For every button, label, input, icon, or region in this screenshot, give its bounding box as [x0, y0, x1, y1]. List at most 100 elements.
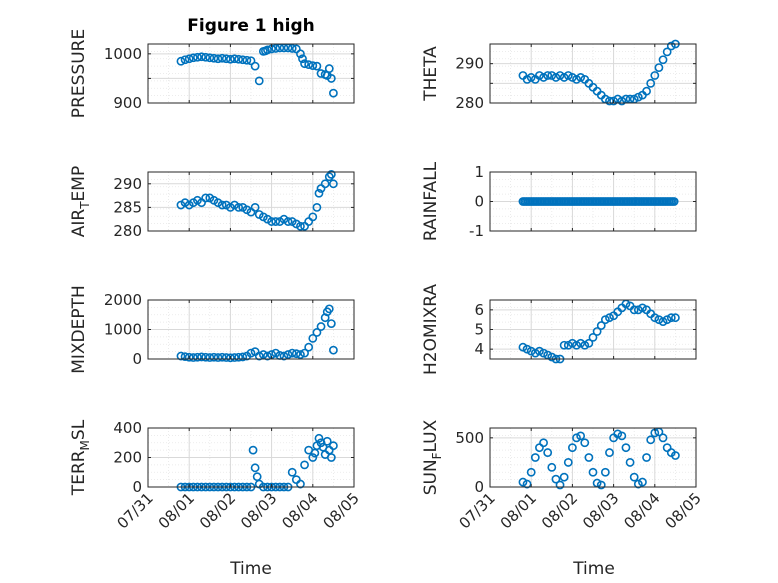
- data-point: [326, 74, 336, 83]
- data-point: [600, 467, 610, 477]
- data-point: [180, 352, 190, 362]
- data-point: [547, 462, 557, 472]
- data-point: [250, 202, 260, 212]
- data-point: [197, 52, 206, 62]
- data-point: [326, 169, 336, 179]
- data-point: [588, 332, 598, 342]
- data-point: [530, 453, 540, 462]
- data-point: [563, 71, 573, 80]
- data-point: [543, 448, 553, 457]
- data-point: [576, 338, 586, 348]
- data-point: [526, 73, 536, 82]
- data-point: [238, 352, 248, 362]
- x-axis-label-left: Time: [229, 559, 272, 579]
- data-point: [304, 60, 314, 70]
- data-point: [629, 305, 639, 315]
- data-point: [193, 52, 202, 62]
- data-point: [197, 352, 206, 362]
- data-point: [547, 71, 557, 80]
- data-point: [543, 71, 553, 80]
- y-tick-label: 1000: [104, 321, 142, 339]
- data-point: [535, 346, 544, 356]
- data-point: [246, 348, 256, 358]
- data-point: [605, 313, 614, 323]
- data-point: [625, 458, 635, 467]
- data-point: [322, 436, 332, 446]
- data-point: [263, 351, 272, 361]
- data-point: [580, 438, 590, 448]
- data-point: [205, 353, 215, 362]
- y-axis-label: TERRMSL: [69, 419, 92, 496]
- series-markers: [176, 304, 338, 363]
- data-point: [296, 221, 305, 231]
- data-point: [658, 433, 668, 443]
- y-tick-label: 4: [474, 340, 484, 358]
- data-point: [279, 351, 289, 361]
- data-point: [209, 53, 219, 63]
- data-point: [201, 352, 211, 362]
- data-point: [559, 340, 569, 350]
- y-tick-label: 0: [132, 350, 142, 368]
- data-point: [225, 54, 235, 64]
- x-tick-label: 08/03: [237, 489, 280, 532]
- data-point: [213, 353, 223, 362]
- data-point: [217, 352, 227, 362]
- data-point: [617, 431, 627, 441]
- data-point: [328, 179, 338, 189]
- data-point: [314, 188, 324, 198]
- data-point: [234, 54, 244, 64]
- data-point: [584, 338, 594, 348]
- x-tick-label: 08/05: [662, 489, 705, 532]
- series-markers: [518, 427, 680, 490]
- data-point: [242, 55, 252, 65]
- data-point: [188, 353, 198, 362]
- data-point: [201, 52, 211, 62]
- y-axis-label: THETA: [421, 46, 441, 102]
- data-point: [271, 44, 281, 53]
- data-point: [609, 96, 618, 106]
- data-point: [638, 477, 647, 487]
- data-point: [638, 303, 647, 313]
- data-point: [642, 453, 651, 462]
- data-point: [671, 451, 680, 460]
- y-tick-label: 1: [474, 163, 484, 181]
- data-point: [522, 75, 532, 84]
- y-axis-label: SUNFLUX: [421, 419, 444, 495]
- data-point: [530, 348, 540, 358]
- y-axis-label: H2OMIXRA: [421, 284, 441, 375]
- data-point: [326, 319, 336, 328]
- figure-title: Figure 1 high: [187, 16, 315, 36]
- data-point: [316, 322, 326, 331]
- data-point: [184, 54, 194, 64]
- data-point: [308, 453, 318, 462]
- data-point: [205, 53, 215, 63]
- data-point: [234, 202, 244, 212]
- data-point: [246, 56, 256, 66]
- data-point: [312, 328, 322, 337]
- data-point: [613, 429, 623, 439]
- data-point: [283, 217, 293, 226]
- y-tick-label: 280: [455, 94, 484, 112]
- data-point: [328, 88, 338, 98]
- axes-box: [489, 427, 697, 488]
- data-point: [633, 305, 643, 315]
- data-point: [304, 217, 314, 226]
- data-point: [568, 443, 577, 453]
- data-point: [654, 315, 664, 325]
- data-point: [221, 353, 231, 362]
- data-point: [312, 202, 322, 212]
- axes-box: [147, 43, 355, 104]
- data-point: [621, 443, 631, 453]
- data-point: [225, 353, 235, 363]
- data-point: [300, 59, 309, 69]
- data-point: [180, 55, 190, 65]
- data-point: [258, 350, 268, 359]
- y-tick-label: 290: [455, 55, 484, 73]
- data-point: [588, 467, 598, 477]
- data-point: [267, 217, 276, 226]
- data-point: [326, 453, 336, 462]
- data-point: [539, 438, 548, 448]
- y-tick-label: 2000: [104, 291, 142, 309]
- y-tick-label: 0: [474, 478, 484, 496]
